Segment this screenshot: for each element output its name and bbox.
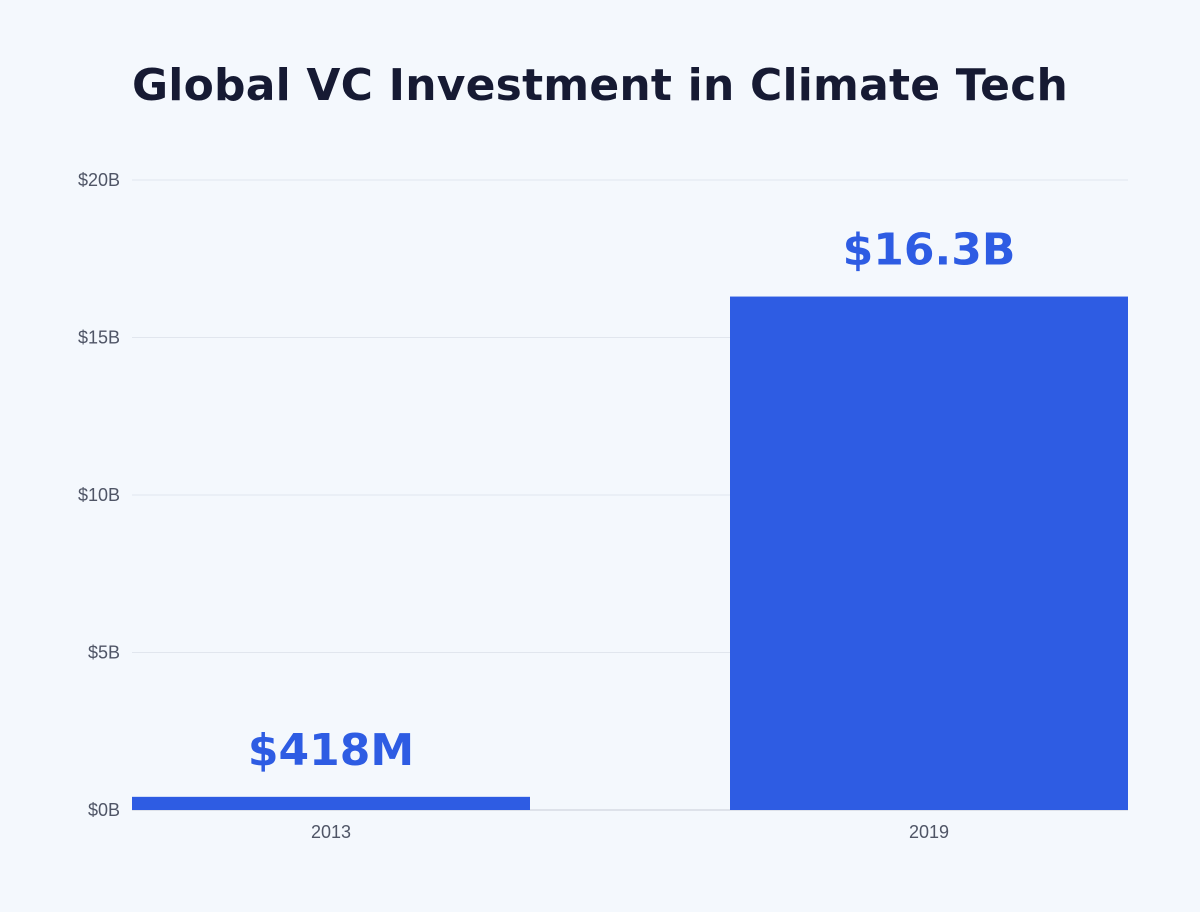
bars [132, 296, 1128, 810]
data-labels: $418M $16.3B [248, 225, 1015, 776]
x-axis: 2013 2019 [311, 822, 949, 842]
y-tick-label: $20B [78, 170, 120, 190]
x-tick-label: 2013 [311, 822, 351, 842]
y-tick-label: $10B [78, 485, 120, 505]
bar [730, 296, 1128, 810]
y-axis: $0B $5B $10B $15B $20B [78, 170, 120, 820]
data-label: $16.3B [843, 225, 1016, 276]
chart-title: Global VC Investment in Climate Tech [131, 60, 1068, 111]
y-tick-label: $5B [88, 643, 120, 663]
y-tick-label: $15B [78, 328, 120, 348]
y-tick-label: $0B [88, 800, 120, 820]
bar [132, 796, 530, 810]
data-label: $418M [248, 725, 414, 776]
x-tick-label: 2019 [909, 822, 949, 842]
